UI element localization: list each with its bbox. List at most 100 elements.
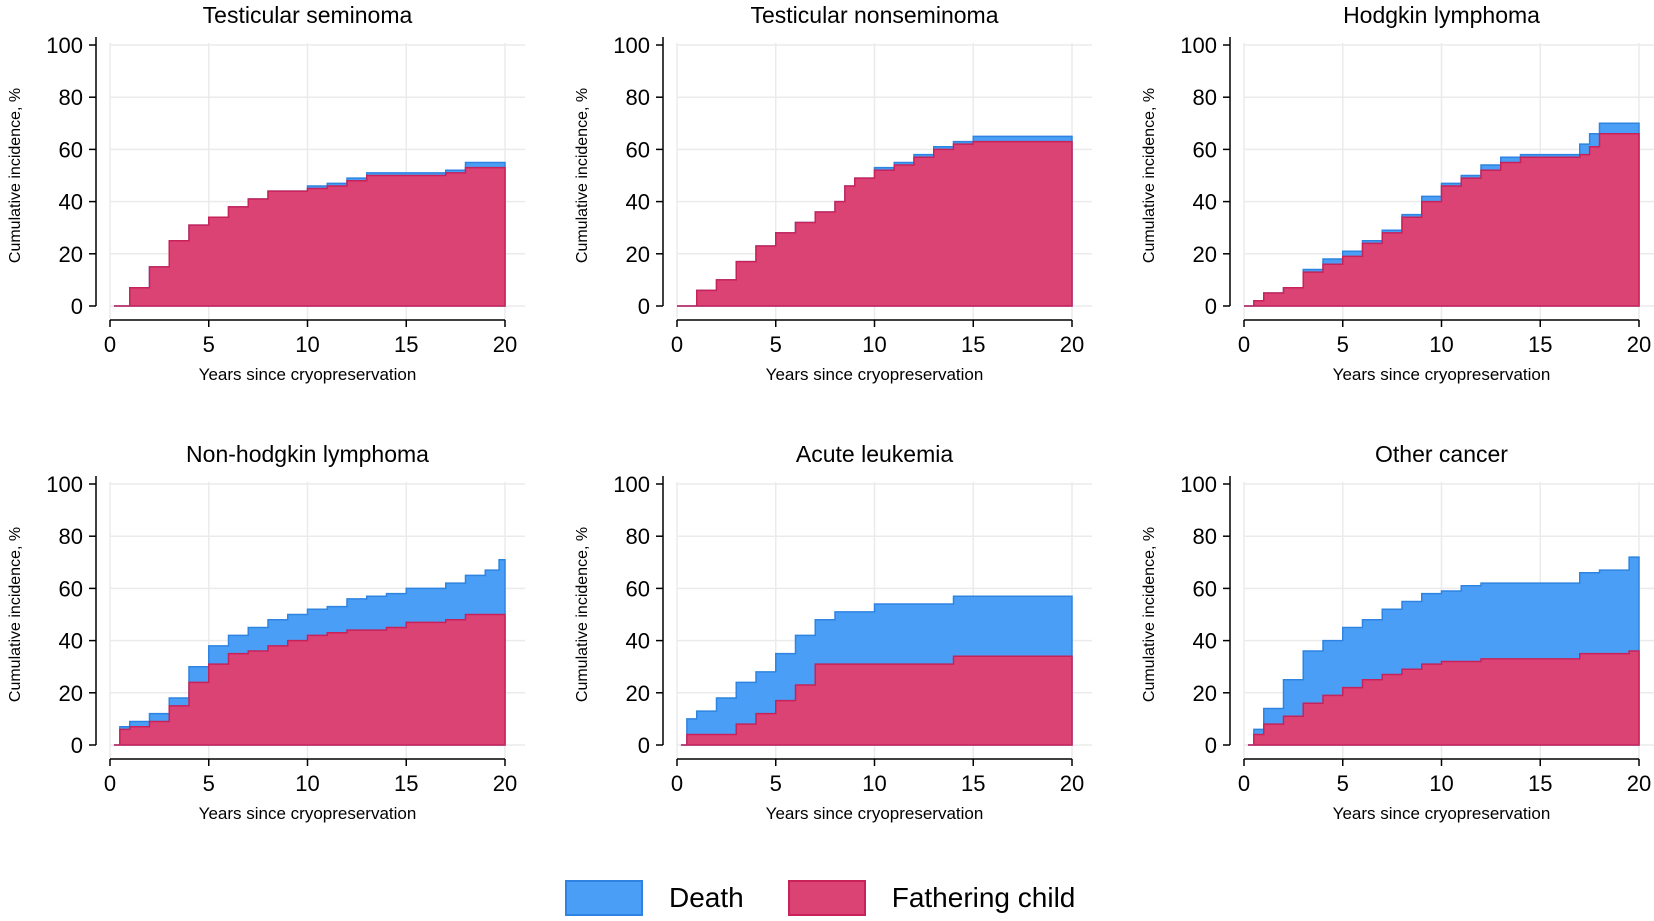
y-tick-label: 100 xyxy=(1180,33,1217,58)
chart-panel-3: 0 20 40 60 80 100 0 5 10 15 20 Hodgkin lymphoma Year… xyxy=(1141,2,1654,384)
x-axis-label: Years since cryopreservation xyxy=(1333,804,1551,823)
legend-item-death: Death xyxy=(565,880,744,916)
legend-item-fathering-child: Fathering child xyxy=(787,880,1076,916)
x-tick-label: 20 xyxy=(1060,771,1084,796)
area-fathering-child xyxy=(1247,650,1640,746)
y-tick-label: 60 xyxy=(59,576,83,601)
legend-label-death: Death xyxy=(669,882,744,913)
x-tick-label: 15 xyxy=(394,332,418,357)
x-tick-label: 0 xyxy=(1238,771,1250,796)
x-tick-label: 10 xyxy=(295,771,319,796)
chart-title: Hodgkin lymphoma xyxy=(1343,2,1540,28)
x-axis-label: Years since cryopreservation xyxy=(766,365,984,384)
y-axis-label: Cumulative incidence, % xyxy=(7,88,24,263)
x-tick-label: 0 xyxy=(104,332,116,357)
x-tick-label: 0 xyxy=(104,771,116,796)
x-axis-label: Years since cryopreservation xyxy=(199,804,417,823)
chart-panel-2: 0 20 40 60 80 100 0 5 10 15 20 Testicular nonsemino… xyxy=(574,2,1092,384)
y-tick-label: 100 xyxy=(46,472,83,497)
y-tick-label: 100 xyxy=(613,33,650,58)
x-tick-label: 10 xyxy=(295,332,319,357)
x-tick-label: 20 xyxy=(493,332,517,357)
x-axis-label: Years since cryopreservation xyxy=(199,365,417,384)
y-tick-label: 80 xyxy=(59,85,83,110)
y-tick-label: 60 xyxy=(626,137,650,162)
chart-title: Testicular seminoma xyxy=(203,2,413,28)
y-tick-label: 40 xyxy=(626,629,650,654)
x-tick-label: 5 xyxy=(203,332,215,357)
x-tick-label: 20 xyxy=(493,771,517,796)
area-fathering-child xyxy=(680,655,1073,746)
y-tick-label: 20 xyxy=(59,681,83,706)
y-axis-label: Cumulative incidence, % xyxy=(574,88,591,263)
legend-swatch-fathering-child xyxy=(787,880,866,916)
y-tick-label: 80 xyxy=(626,85,650,110)
x-tick-label: 5 xyxy=(1337,332,1349,357)
x-tick-label: 15 xyxy=(961,332,985,357)
y-tick-label: 60 xyxy=(1193,137,1217,162)
y-tick-label: 80 xyxy=(1193,524,1217,549)
y-tick-label: 100 xyxy=(1180,472,1217,497)
chart-title: Non-hodgkin lymphoma xyxy=(186,441,429,467)
x-tick-label: 20 xyxy=(1060,332,1084,357)
chart-title: Acute leukemia xyxy=(796,441,953,467)
y-tick-label: 20 xyxy=(1193,681,1217,706)
y-tick-label: 100 xyxy=(613,472,650,497)
y-axis-label: Cumulative incidence, % xyxy=(7,527,24,702)
y-tick-label: 60 xyxy=(626,576,650,601)
chart-panel-5: 0 20 40 60 80 100 0 5 10 15 20 Acute leukemia Years … xyxy=(574,441,1092,823)
area-fathering-child xyxy=(1244,132,1640,307)
y-tick-label: 20 xyxy=(1193,242,1217,267)
x-tick-label: 10 xyxy=(1429,771,1453,796)
chart-title: Other cancer xyxy=(1375,441,1508,467)
legend: Death Fathering child xyxy=(565,880,1119,916)
y-tick-label: 80 xyxy=(1193,85,1217,110)
y-tick-label: 60 xyxy=(1193,576,1217,601)
chart-title: Testicular nonseminoma xyxy=(750,2,998,28)
x-tick-label: 5 xyxy=(1337,771,1349,796)
chart-panel-4: 0 20 40 60 80 100 0 5 10 15 20 Non-hodgkin lymphoma… xyxy=(7,441,525,823)
y-axis-label: Cumulative incidence, % xyxy=(1141,527,1158,702)
legend-label-fathering-child: Fathering child xyxy=(891,882,1076,913)
y-tick-label: 0 xyxy=(638,294,650,319)
y-tick-label: 40 xyxy=(626,190,650,215)
y-tick-label: 60 xyxy=(59,137,83,162)
x-tick-label: 0 xyxy=(1238,332,1250,357)
area-fathering-child xyxy=(113,166,506,307)
x-tick-label: 15 xyxy=(961,771,985,796)
y-tick-label: 40 xyxy=(59,190,83,215)
y-tick-label: 80 xyxy=(59,524,83,549)
chart-panel-6: 0 20 40 60 80 100 0 5 10 15 20 Other cancer Years si… xyxy=(1141,441,1654,823)
chart-panel-1: 0 20 40 60 80 100 0 5 10 15 20 Testicular seminoma Y… xyxy=(7,2,525,384)
x-tick-label: 5 xyxy=(770,771,782,796)
x-tick-label: 20 xyxy=(1627,332,1651,357)
y-tick-label: 20 xyxy=(626,681,650,706)
y-axis-label: Cumulative incidence, % xyxy=(1141,88,1158,263)
legend-swatch-death xyxy=(565,880,643,916)
x-tick-label: 10 xyxy=(1429,332,1453,357)
x-tick-label: 20 xyxy=(1627,771,1651,796)
x-axis-label: Years since cryopreservation xyxy=(766,804,984,823)
x-tick-label: 5 xyxy=(203,771,215,796)
y-tick-label: 40 xyxy=(1193,629,1217,654)
y-tick-label: 0 xyxy=(71,294,83,319)
x-tick-label: 10 xyxy=(862,332,886,357)
x-tick-label: 10 xyxy=(862,771,886,796)
area-fathering-child xyxy=(677,140,1073,307)
y-tick-label: 0 xyxy=(638,733,650,758)
x-tick-label: 0 xyxy=(671,771,683,796)
y-tick-label: 40 xyxy=(1193,190,1217,215)
y-tick-label: 80 xyxy=(626,524,650,549)
x-tick-label: 15 xyxy=(1528,332,1552,357)
y-tick-label: 0 xyxy=(71,733,83,758)
y-axis-label: Cumulative incidence, % xyxy=(574,527,591,702)
y-tick-label: 20 xyxy=(59,242,83,267)
x-tick-label: 5 xyxy=(770,332,782,357)
y-tick-label: 0 xyxy=(1205,733,1217,758)
x-tick-label: 0 xyxy=(671,332,683,357)
x-tick-label: 15 xyxy=(1528,771,1552,796)
x-tick-label: 15 xyxy=(394,771,418,796)
y-tick-label: 20 xyxy=(626,242,650,267)
x-axis-label: Years since cryopreservation xyxy=(1333,365,1551,384)
